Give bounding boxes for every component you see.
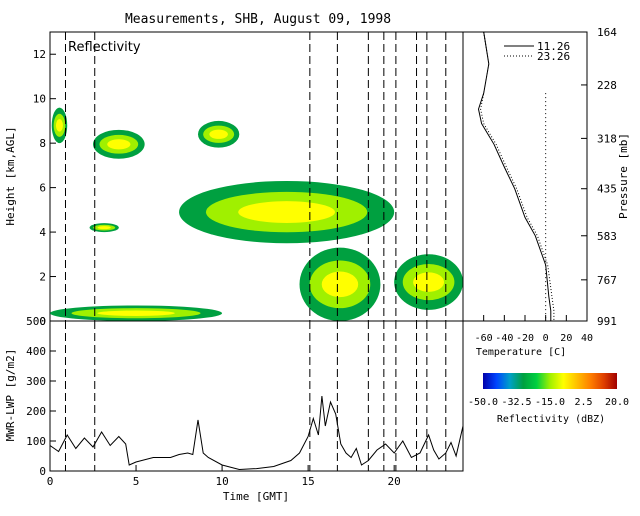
temperature-tick-label: -60: [475, 333, 493, 344]
sounding-line-11-26: [477, 31, 552, 321]
cloud-region-peak: [107, 139, 131, 150]
reflectivity-cloud-layer: [50, 107, 464, 321]
lwp-axis-label: MWR-LWP [g/m2]: [4, 349, 17, 442]
colorbar-tick-label: -15.0: [535, 397, 565, 408]
time-tick-label: 15: [302, 475, 315, 488]
sounding-markers: [64, 32, 447, 321]
lwp-tick-label: 200: [26, 405, 46, 418]
cloud-region-peak: [55, 119, 63, 132]
temperature-tick-label: 40: [581, 333, 593, 344]
colorbar: -50.0 -32.5 -15.0 2.5 20.0 Reflectivity (dBZ…: [468, 373, 629, 425]
colorbar-tick-label: -50.0: [468, 397, 498, 408]
height-axis: 0 2 4 6 8 10 12: [33, 48, 56, 328]
reflectivity-panel: Reflectivity 0 2 4 6 8 10 12 Height [km,AGL]: [4, 31, 464, 328]
pressure-tick-label: 991: [597, 315, 617, 328]
sounding-axes: 164 228 318 435 583 767 991 -60 -40 -20 0 20 40: [475, 26, 618, 344]
sounding-legend: 11.26 23.26: [504, 40, 570, 63]
height-tick-label: 4: [39, 226, 46, 239]
cloud-region-peak: [321, 271, 359, 298]
legend-series-1: 11.26: [537, 40, 570, 53]
figure-title: Measurements, SHB, August 09, 1998: [125, 12, 391, 27]
lwp-tick-label: 100: [26, 435, 46, 448]
lwp-sounding-markers: [64, 321, 447, 471]
temperature-tick-label: 20: [560, 333, 572, 344]
colorbar-tick-label: 2.5: [574, 397, 592, 408]
time-tick-label: 20: [388, 475, 401, 488]
cloud-region-peak: [413, 272, 445, 292]
height-tick-label: 12: [33, 48, 46, 61]
colorbar-tick-label: 20.0: [605, 397, 629, 408]
pressure-tick-label: 164: [597, 26, 617, 39]
colorbar-ticks: -50.0 -32.5 -15.0 2.5 20.0: [468, 397, 629, 408]
pressure-tick-label: 767: [597, 274, 617, 287]
temperature-tick-label: -40: [495, 333, 513, 344]
lwp-tick-label: 300: [26, 375, 46, 388]
height-tick-label: 2: [39, 271, 46, 284]
lwp-tick-label: 500: [26, 315, 46, 328]
colorbar-gradient: [483, 373, 617, 389]
cloud-region-peak: [238, 201, 336, 223]
temperature-tick-label: 0: [543, 333, 549, 344]
cloud-region-peak: [209, 129, 228, 139]
sounding-panel: 164 228 318 435 583 767 991 -60 -40 -20 0 20 40 11.2…: [462, 26, 630, 358]
sounding-line-23-26: [480, 31, 555, 321]
legend-series-2: 23.26: [537, 50, 570, 63]
cloud-region-peak: [97, 226, 111, 230]
time-tick-label: 10: [215, 475, 228, 488]
pressure-tick-label: 318: [597, 132, 617, 145]
time-tick-label: 5: [133, 475, 140, 488]
temperature-tick-label: -20: [516, 333, 534, 344]
lwp-tick-label: 400: [26, 345, 46, 358]
pressure-axis-label: Pressure [mb]: [617, 133, 630, 219]
colorbar-tick-label: -32.5: [501, 397, 531, 408]
height-tick-label: 6: [39, 182, 46, 195]
lwp-tick-label: 0: [39, 465, 46, 478]
pressure-tick-label: 435: [597, 183, 617, 196]
height-tick-label: 0: [39, 315, 46, 328]
time-axis-label: Time [GMT]: [223, 490, 289, 503]
colorbar-label: Reflectivity (dBZ): [497, 414, 605, 425]
cloud-region-peak: [97, 310, 175, 316]
height-tick-label: 10: [33, 93, 46, 106]
height-tick-label: 8: [39, 137, 46, 150]
temperature-axis-label: Temperature [C]: [476, 347, 566, 358]
reflectivity-label: Reflectivity: [68, 40, 141, 55]
pressure-tick-label: 583: [597, 230, 617, 243]
lwp-series-line: [49, 395, 464, 471]
pressure-tick-label: 228: [597, 79, 617, 92]
height-axis-label: Height [km,AGL]: [4, 126, 17, 225]
time-tick-label: 0: [47, 475, 54, 488]
